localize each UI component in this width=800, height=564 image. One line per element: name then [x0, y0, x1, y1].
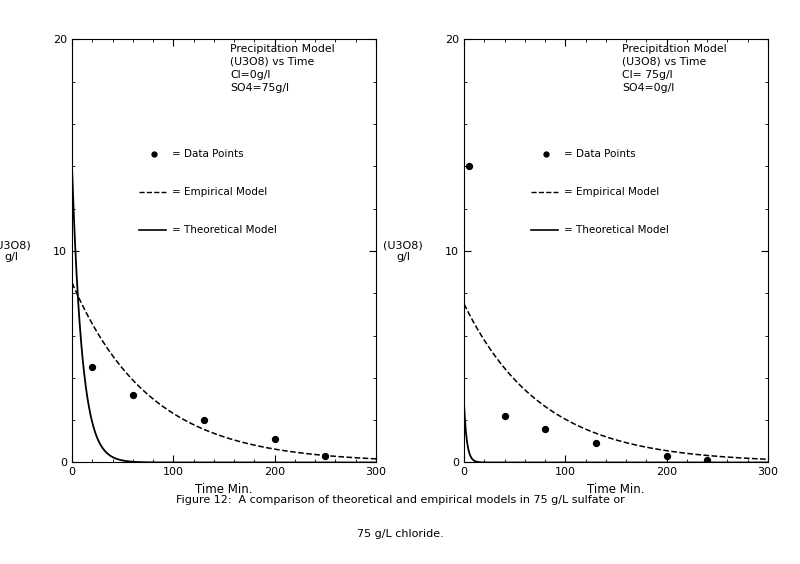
Point	[268, 435, 281, 444]
Point	[701, 456, 714, 465]
Text: = Empirical Model: = Empirical Model	[172, 187, 267, 197]
Text: 75 g/L chloride.: 75 g/L chloride.	[357, 528, 443, 539]
X-axis label: Time Min.: Time Min.	[587, 483, 645, 496]
Point	[590, 439, 602, 448]
Text: Precipitation Model
(U3O8) vs Time
Cl= 75g/l
SO4=0g/l: Precipitation Model (U3O8) vs Time Cl= 7…	[622, 44, 726, 93]
Text: = Theoretical Model: = Theoretical Model	[564, 225, 669, 235]
X-axis label: Time Min.: Time Min.	[195, 483, 253, 496]
Point	[198, 416, 210, 425]
Y-axis label: (U3O8)
g/l: (U3O8) g/l	[0, 240, 31, 262]
Text: = Empirical Model: = Empirical Model	[564, 187, 659, 197]
Point	[319, 452, 332, 461]
Text: Precipitation Model
(U3O8) vs Time
Cl=0g/l
SO4=75g/l: Precipitation Model (U3O8) vs Time Cl=0g…	[230, 44, 334, 93]
Point	[126, 390, 139, 399]
Y-axis label: (U3O8)
g/l: (U3O8) g/l	[383, 240, 423, 262]
Point	[462, 162, 475, 171]
Point	[538, 424, 551, 433]
Text: = Data Points: = Data Points	[172, 149, 244, 158]
Point	[660, 452, 673, 461]
Text: Figure 12:  A comparison of theoretical and empirical models in 75 g/L sulfate o: Figure 12: A comparison of theoretical a…	[176, 495, 624, 505]
Point	[86, 363, 98, 372]
Text: = Theoretical Model: = Theoretical Model	[172, 225, 277, 235]
Point	[498, 412, 511, 421]
Text: = Data Points: = Data Points	[564, 149, 636, 158]
